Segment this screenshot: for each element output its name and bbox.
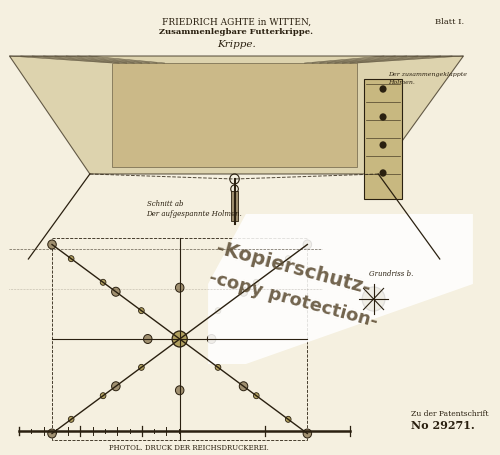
Circle shape (176, 335, 184, 344)
Circle shape (208, 335, 216, 344)
Text: Krippe.: Krippe. (217, 40, 256, 49)
Text: Der zusammengeklappte: Der zusammengeklappte (388, 72, 467, 77)
Circle shape (240, 382, 248, 391)
Circle shape (100, 393, 106, 399)
Polygon shape (112, 64, 358, 167)
Circle shape (112, 288, 120, 297)
Circle shape (240, 288, 248, 297)
Text: -Kopierschutz-: -Kopierschutz- (214, 238, 372, 297)
Circle shape (254, 280, 259, 286)
Circle shape (215, 364, 221, 370)
Text: Der aufgespannte Holmen.: Der aufgespannte Holmen. (146, 210, 242, 217)
Circle shape (138, 364, 144, 370)
Circle shape (380, 115, 386, 121)
Circle shape (362, 288, 385, 311)
Bar (231, 192, 238, 222)
Circle shape (68, 416, 74, 422)
Text: PHOTOL. DRUCK DER REICHSDRUCKEREI.: PHOTOL. DRUCK DER REICHSDRUCKEREI. (109, 443, 269, 451)
Circle shape (380, 87, 386, 93)
Circle shape (144, 335, 152, 344)
Text: Blatt I.: Blatt I. (435, 18, 464, 26)
Circle shape (380, 171, 386, 177)
Bar (52, 238, 308, 440)
Circle shape (286, 416, 291, 422)
Circle shape (254, 393, 259, 399)
Text: Zusammenlegbare Futterkrippe.: Zusammenlegbare Futterkrippe. (160, 28, 314, 36)
Circle shape (176, 386, 184, 395)
Circle shape (138, 308, 144, 314)
Circle shape (176, 283, 184, 293)
Text: Grundriss b.: Grundriss b. (369, 269, 413, 278)
Text: -copy protection-: -copy protection- (207, 268, 380, 330)
Circle shape (303, 429, 312, 438)
Text: Holmen.: Holmen. (388, 80, 414, 85)
Text: Schnitt ab: Schnitt ab (146, 200, 183, 207)
Circle shape (286, 256, 291, 262)
Circle shape (215, 308, 221, 314)
Circle shape (112, 382, 120, 391)
Circle shape (380, 143, 386, 149)
Text: Zu der Patentschrift: Zu der Patentschrift (412, 409, 489, 417)
Circle shape (48, 241, 56, 249)
Polygon shape (208, 214, 473, 364)
Circle shape (48, 429, 56, 438)
Circle shape (303, 241, 312, 249)
Polygon shape (10, 57, 464, 175)
Bar (364, 80, 402, 200)
Circle shape (100, 280, 106, 286)
Text: No 29271.: No 29271. (412, 419, 475, 430)
Circle shape (68, 256, 74, 262)
Text: FRIEDRICH AGHTE in WITTEN,: FRIEDRICH AGHTE in WITTEN, (162, 18, 311, 27)
Circle shape (172, 331, 188, 347)
